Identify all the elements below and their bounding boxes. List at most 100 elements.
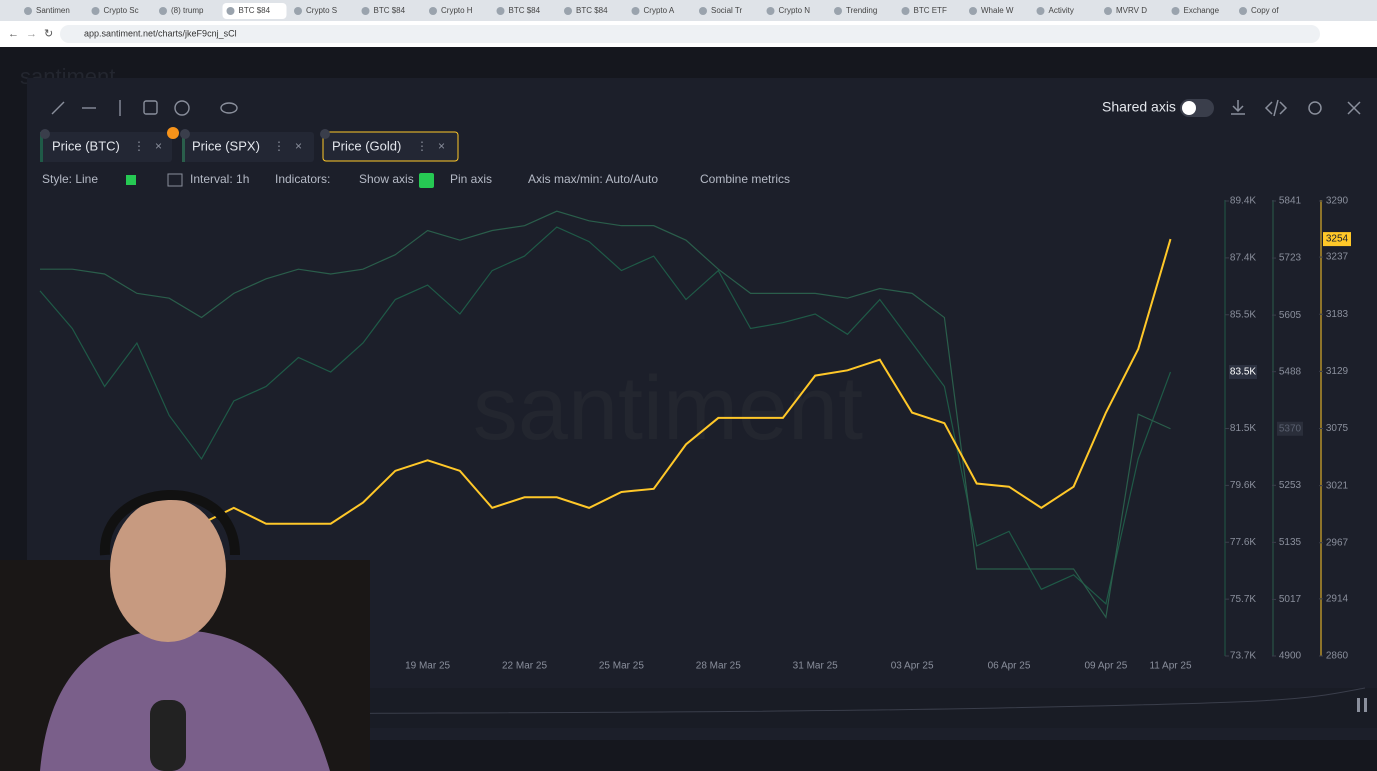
tab-close[interactable]: × <box>155 139 162 153</box>
y-tick-label: 75.7K <box>1230 594 1256 605</box>
person-shirt <box>40 630 330 771</box>
y-tick-label: 3129 <box>1326 366 1349 377</box>
url-field[interactable] <box>60 25 1320 43</box>
tab-title: Whale W <box>981 6 1014 15</box>
browser-tab[interactable] <box>897 3 962 19</box>
show-axis-label: Show axis <box>359 172 414 186</box>
x-tick-label: 11 Apr 25 <box>1149 661 1192 672</box>
tab-menu[interactable]: ⋮ <box>133 139 145 153</box>
tab-favicon <box>429 7 437 15</box>
webcam-overlay <box>0 490 370 771</box>
reload-button[interactable]: ↻ <box>44 28 53 40</box>
tab-menu[interactable]: ⋮ <box>273 139 285 153</box>
tab-title: Crypto A <box>644 6 675 15</box>
tab-close[interactable]: × <box>295 139 302 153</box>
series-line <box>39 238 1172 610</box>
lock-icon <box>40 129 50 139</box>
y-tick-label: 3075 <box>1326 423 1349 434</box>
tab-favicon <box>631 7 640 15</box>
headphones <box>99 490 240 556</box>
back-button[interactable]: ← <box>8 28 19 40</box>
browser-tab[interactable] <box>560 3 624 19</box>
y-tick-label: 3021 <box>1326 480 1349 491</box>
close-icon[interactable] <box>1347 101 1361 115</box>
y-tick-label: 2914 <box>1326 594 1349 605</box>
browser-tab[interactable] <box>627 3 692 19</box>
browser-tab[interactable] <box>20 3 84 19</box>
browser-tab[interactable] <box>425 3 489 19</box>
tab-favicon <box>294 7 302 15</box>
browser-tab[interactable] <box>965 3 1029 19</box>
tab-title: Activity <box>1049 6 1074 15</box>
browser-tab[interactable] <box>1167 3 1232 19</box>
y-tick-label: 5723 <box>1279 253 1302 264</box>
browser-tab[interactable] <box>1032 3 1097 19</box>
url: app.santiment.net/charts/jkeF9cnj_sCl <box>84 28 237 38</box>
y-tick-label: 79.6K <box>1230 480 1256 491</box>
tab-title: Exchange <box>1184 6 1220 15</box>
browser-tab[interactable] <box>695 3 759 19</box>
tab-favicon <box>564 7 572 15</box>
tab-close[interactable]: × <box>438 139 445 153</box>
x-tick-label: 09 Apr 25 <box>1084 661 1127 672</box>
settings-icon[interactable] <box>1308 101 1322 115</box>
y-tick-label: 2967 <box>1326 537 1349 548</box>
browser-tab[interactable] <box>492 3 557 19</box>
current-value-label: 5370 <box>1279 423 1302 434</box>
style-select[interactable]: Style: Line <box>42 172 98 186</box>
color-picker[interactable] <box>126 175 136 185</box>
metric-tab[interactable] <box>182 132 314 162</box>
tool-visibility[interactable] <box>220 102 238 114</box>
tab-favicon <box>496 7 505 15</box>
tab-title: Crypto S <box>306 6 337 15</box>
browser-tab[interactable] <box>222 3 287 19</box>
interval-select[interactable]: Interval: 1h <box>190 172 249 186</box>
metric-tab-label: Price (BTC) <box>52 138 120 153</box>
y-tick-label: 5017 <box>1279 594 1302 605</box>
metric-tab-label: Price (Gold) <box>332 138 401 153</box>
y-tick-label: 87.4K <box>1230 253 1256 264</box>
browser-tab[interactable] <box>1100 3 1164 19</box>
browser-tab[interactable] <box>1235 3 1299 19</box>
y-tick-label: 4900 <box>1279 651 1302 662</box>
browser-tab[interactable] <box>830 3 894 19</box>
show-axis-checkbox[interactable] <box>419 173 434 188</box>
tab-menu[interactable]: ⋮ <box>416 139 428 153</box>
browser-tab[interactable] <box>290 3 354 19</box>
embed-icon[interactable] <box>1264 99 1288 117</box>
tab-title: Crypto Sc <box>104 6 139 15</box>
tool-emoji[interactable] <box>174 100 190 116</box>
tab-title: BTC $84 <box>509 6 541 15</box>
forward-button[interactable]: → <box>26 28 37 40</box>
y-tick-label: 77.6K <box>1230 537 1256 548</box>
current-value-badge <box>1277 421 1303 436</box>
metric-tab[interactable] <box>40 132 172 162</box>
axis-minmax-select[interactable]: Axis max/min: Auto/Auto <box>528 172 658 186</box>
btc-badge <box>167 127 179 139</box>
pin-axis[interactable]: Pin axis <box>450 172 492 186</box>
x-tick-label: 19 Mar 25 <box>405 661 450 672</box>
metric-tab-color <box>40 132 43 162</box>
combine-metrics[interactable]: Combine metrics <box>700 172 790 186</box>
tool-line[interactable] <box>51 101 65 115</box>
tab-favicon <box>91 7 100 15</box>
series-line <box>39 226 1172 605</box>
pause-icon[interactable] <box>1357 698 1360 712</box>
metric-tab-active[interactable] <box>322 131 459 162</box>
y-tick-label: 3237 <box>1326 252 1349 263</box>
y-tick-label: 3290 <box>1326 196 1349 207</box>
current-value-label: 83.5K <box>1230 367 1256 378</box>
tab-favicon <box>834 7 842 15</box>
x-tick-label: 22 Mar 25 <box>502 661 547 672</box>
tab-title: BTC ETF <box>914 6 947 15</box>
download-icon[interactable] <box>1231 100 1245 115</box>
pause-icon <box>1364 698 1367 712</box>
tab-title: MVRV D <box>1116 6 1147 15</box>
browser-tab[interactable] <box>762 3 827 19</box>
browser-tab[interactable] <box>87 3 152 19</box>
browser-tab[interactable] <box>155 3 219 19</box>
tab-favicon <box>361 7 370 15</box>
indicators-select[interactable]: Indicators: <box>275 172 330 186</box>
tool-note[interactable] <box>143 100 158 115</box>
browser-tab[interactable] <box>357 3 422 19</box>
